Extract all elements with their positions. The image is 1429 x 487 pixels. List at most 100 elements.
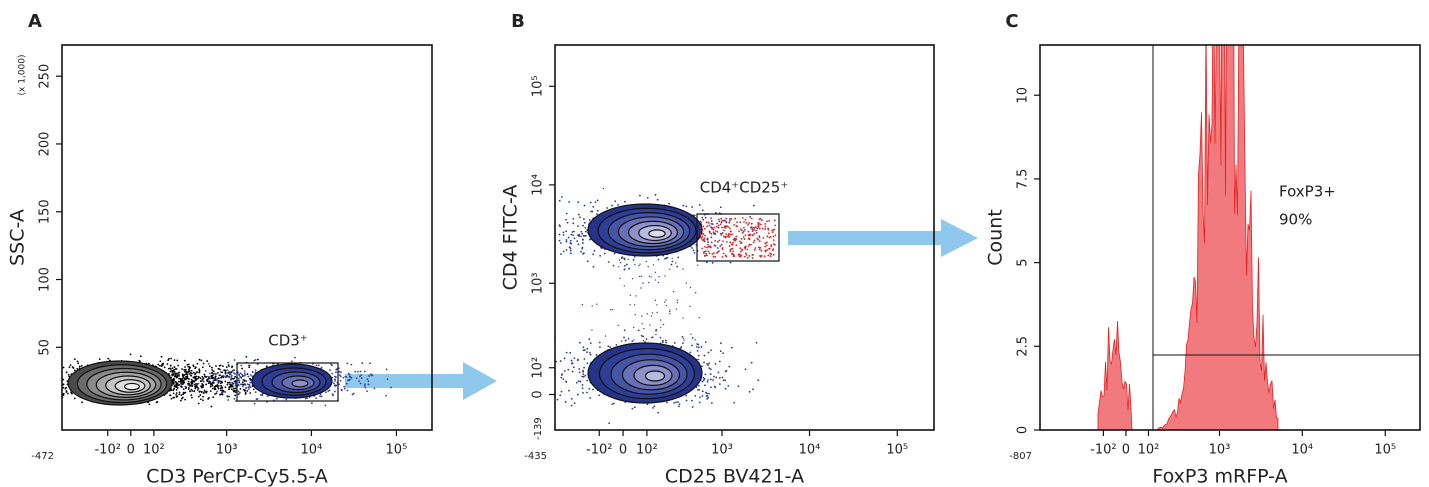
event-dot — [170, 369, 173, 372]
event-dot — [675, 401, 677, 404]
event-dot — [340, 371, 342, 374]
event-dot — [29, 396, 31, 398]
event-dot — [634, 313, 636, 316]
event-dot — [76, 360, 79, 363]
event-dot — [241, 367, 243, 370]
event-dot — [190, 374, 192, 377]
event-dot — [569, 242, 572, 244]
event-dot — [228, 395, 230, 398]
event-dot — [643, 328, 645, 330]
event-dot — [748, 243, 751, 246]
event-dot — [724, 226, 727, 229]
event-dot — [728, 236, 731, 238]
event-dot — [632, 326, 635, 329]
event-dot — [206, 360, 209, 362]
event-dot — [205, 383, 208, 386]
event-dot — [744, 255, 746, 258]
event-dot — [592, 253, 595, 256]
event-dot — [578, 233, 581, 236]
event-dot — [253, 402, 256, 405]
event-dot — [231, 381, 234, 384]
event-dot — [696, 349, 699, 352]
event-dot — [232, 387, 235, 390]
event-dot — [224, 369, 227, 372]
event-dot — [576, 393, 579, 396]
event-dot — [739, 255, 742, 258]
event-dot — [359, 382, 362, 385]
event-dot — [209, 372, 211, 375]
event-dot — [595, 353, 598, 356]
event-dot — [167, 359, 170, 361]
event-dot — [742, 226, 745, 229]
event-dot — [177, 380, 180, 383]
event-dot — [98, 358, 101, 361]
event-dot — [660, 326, 662, 329]
event-dot — [216, 378, 218, 380]
event-dot — [734, 217, 737, 220]
event-dot — [634, 264, 636, 266]
event-dot — [223, 369, 226, 372]
event-dot — [217, 387, 220, 390]
event-dot — [767, 254, 770, 257]
event-dot — [604, 335, 607, 337]
event-dot — [558, 239, 561, 242]
event-dot — [59, 364, 61, 366]
event-dot — [760, 249, 763, 252]
event-dot — [756, 227, 759, 230]
event-dot — [180, 394, 183, 396]
event-dot — [721, 219, 723, 222]
event-dot — [701, 365, 703, 368]
y-tick-label: 2.5 — [1016, 336, 1031, 357]
event-dot — [739, 240, 741, 243]
event-dot — [752, 388, 754, 391]
event-dot — [52, 375, 54, 377]
event-dot — [173, 359, 176, 362]
event-dot — [747, 224, 750, 226]
event-dot — [705, 252, 708, 255]
event-dot — [177, 364, 179, 367]
x-min-label: -472 — [31, 451, 54, 462]
event-dot — [580, 250, 582, 253]
event-dot — [67, 373, 70, 376]
event-dot — [689, 351, 692, 354]
event-dot — [568, 201, 570, 203]
event-dot — [706, 237, 709, 240]
event-dot — [758, 222, 760, 225]
event-dot — [160, 365, 163, 367]
event-dot — [53, 382, 55, 384]
event-dot — [676, 265, 679, 268]
event-dot — [611, 204, 613, 207]
event-dot — [208, 365, 211, 368]
event-dot — [744, 218, 747, 221]
event-dot — [334, 379, 336, 382]
event-dot — [213, 386, 216, 389]
event-dot — [35, 381, 37, 383]
event-dot — [673, 401, 676, 404]
event-dot — [707, 250, 710, 253]
event-dot — [171, 367, 174, 370]
event-dot — [217, 381, 220, 384]
event-dot — [77, 362, 80, 365]
event-dot — [654, 193, 657, 196]
event-dot — [14, 391, 16, 393]
event-dot — [42, 380, 44, 382]
event-dot — [369, 362, 372, 365]
event-dot — [191, 385, 194, 387]
event-dot — [758, 218, 761, 221]
event-dot — [711, 226, 714, 229]
event-dot — [256, 363, 259, 366]
event-dot — [201, 379, 204, 381]
event-dot — [169, 364, 172, 367]
event-dot — [194, 387, 197, 390]
event-dot — [623, 257, 626, 260]
event-dot — [325, 391, 327, 394]
event-dot — [214, 375, 217, 378]
panel-label: A — [28, 11, 42, 32]
event-dot — [196, 383, 199, 386]
event-dot — [241, 373, 243, 376]
event-dot — [223, 375, 226, 378]
event-dot — [199, 377, 202, 380]
event-dot — [689, 305, 691, 308]
event-dot — [385, 394, 387, 397]
event-dot — [759, 254, 762, 257]
